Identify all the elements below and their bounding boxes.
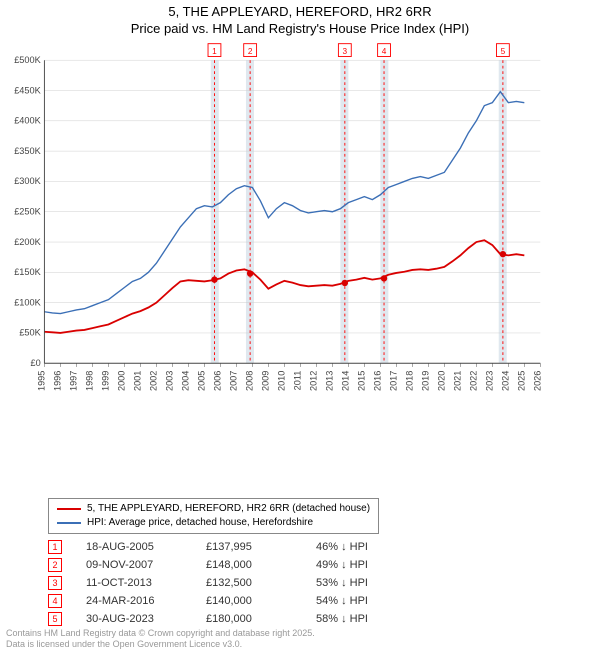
footer-line1: Contains HM Land Registry data © Crown c… <box>6 628 315 638</box>
row-price: £140,000 <box>206 595 316 607</box>
x-tick-label: 2010 <box>276 371 286 391</box>
x-tick-label: 2016 <box>372 371 382 391</box>
series-marker <box>247 270 253 276</box>
row-marker: 4 <box>48 594 62 608</box>
row-marker: 2 <box>48 558 62 572</box>
x-tick-label: 2022 <box>468 371 478 391</box>
table-row: 1 18-AUG-2005£137,99546% ↓ HPI <box>48 538 436 556</box>
x-tick-label: 2000 <box>116 371 126 391</box>
row-pct: 53% ↓ HPI <box>316 577 436 589</box>
y-tick-label: £150K <box>14 267 41 277</box>
flag-label: 5 <box>501 47 506 56</box>
x-tick-label: 2017 <box>388 371 398 391</box>
x-tick-label: 2006 <box>212 371 222 391</box>
x-tick-label: 2015 <box>356 371 366 391</box>
x-tick-label: 1997 <box>68 371 78 391</box>
row-pct: 54% ↓ HPI <box>316 595 436 607</box>
row-price: £148,000 <box>206 559 316 571</box>
row-date: 18-AUG-2005 <box>86 541 206 553</box>
x-tick-label: 1995 <box>36 371 46 391</box>
legend-item: 5, THE APPLEYARD, HEREFORD, HR2 6RR (det… <box>57 502 370 516</box>
y-tick-label: £350K <box>14 146 41 156</box>
table-row: 2 09-NOV-2007£148,00049% ↓ HPI <box>48 556 436 574</box>
footer-line2: Data is licensed under the Open Governme… <box>6 639 242 649</box>
legend-item: HPI: Average price, detached house, Here… <box>57 516 370 530</box>
price-chart: £0£50K£100K£150K£200K£250K£300K£350K£400… <box>48 50 588 430</box>
table-row: 3 11-OCT-2013£132,50053% ↓ HPI <box>48 574 436 592</box>
x-tick-label: 2011 <box>292 371 302 391</box>
x-tick-label: 1998 <box>84 371 94 391</box>
chart-svg: £0 £50K £100K £150K £200K £250K £300K £350K £400… <box>4 30 544 410</box>
row-pct: 46% ↓ HPI <box>316 541 436 553</box>
y-tick-label: £200K <box>14 237 41 247</box>
x-tick-label: 2026 <box>532 371 542 391</box>
y-tick-label: £450K <box>14 85 41 95</box>
legend-swatch <box>57 508 81 510</box>
x-tick-label: 2014 <box>340 371 350 391</box>
flag-label: 4 <box>382 47 387 56</box>
y-tick-label: £500K <box>14 55 41 65</box>
legend-label: HPI: Average price, detached house, Here… <box>87 516 313 530</box>
row-date: 24-MAR-2016 <box>86 595 206 607</box>
x-tick-label: 2002 <box>148 371 158 391</box>
row-pct: 49% ↓ HPI <box>316 559 436 571</box>
row-marker: 1 <box>48 540 62 554</box>
x-tick-label: 1999 <box>100 371 110 391</box>
y-tick-label: £400K <box>14 116 41 126</box>
x-tick-label: 2008 <box>244 371 254 391</box>
x-tick-label: 2020 <box>436 371 446 391</box>
row-price: £137,995 <box>206 541 316 553</box>
flag-label: 2 <box>248 47 253 56</box>
row-date: 11-OCT-2013 <box>86 577 206 589</box>
x-tick-label: 2005 <box>196 371 206 391</box>
y-tick-label: £0 <box>31 358 41 368</box>
legend-swatch <box>57 522 81 524</box>
series-marker <box>381 275 387 281</box>
row-pct: 58% ↓ HPI <box>316 613 436 625</box>
row-date: 30-AUG-2023 <box>86 613 206 625</box>
x-tick-label: 1996 <box>52 371 62 391</box>
series-marker <box>211 276 217 282</box>
x-tick-label: 2019 <box>420 371 430 391</box>
x-tick-label: 2021 <box>452 371 462 391</box>
x-tick-label: 2001 <box>132 371 142 391</box>
series-marker <box>500 251 506 257</box>
x-tick-label: 2018 <box>404 371 414 391</box>
row-price: £132,500 <box>206 577 316 589</box>
x-tick-label: 2009 <box>260 371 270 391</box>
legend-label: 5, THE APPLEYARD, HEREFORD, HR2 6RR (det… <box>87 502 370 516</box>
x-tick-label: 2004 <box>180 371 190 391</box>
y-tick-label: £50K <box>19 328 41 338</box>
x-tick-label: 2003 <box>164 371 174 391</box>
x-tick-label: 2023 <box>484 371 494 391</box>
flag-label: 1 <box>212 47 217 56</box>
row-price: £180,000 <box>206 613 316 625</box>
row-marker: 3 <box>48 576 62 590</box>
y-tick-label: £250K <box>14 206 41 216</box>
x-tick-label: 2024 <box>500 371 510 391</box>
x-tick-label: 2007 <box>228 371 238 391</box>
table-row: 4 24-MAR-2016£140,00054% ↓ HPI <box>48 592 436 610</box>
footer-attribution: Contains HM Land Registry data © Crown c… <box>6 628 315 650</box>
title-address: 5, THE APPLEYARD, HEREFORD, HR2 6RR <box>168 4 431 19</box>
series-marker <box>342 280 348 286</box>
x-tick-label: 2013 <box>324 371 334 391</box>
x-tick-label: 2025 <box>516 371 526 391</box>
legend: 5, THE APPLEYARD, HEREFORD, HR2 6RR (det… <box>48 498 379 534</box>
y-tick-label: £300K <box>14 176 41 186</box>
row-date: 09-NOV-2007 <box>86 559 206 571</box>
row-marker: 5 <box>48 612 62 626</box>
x-tick-label: 2012 <box>308 371 318 391</box>
flag-label: 3 <box>343 47 348 56</box>
y-tick-label: £100K <box>14 297 41 307</box>
table-row: 5 30-AUG-2023£180,00058% ↓ HPI <box>48 610 436 628</box>
sales-table: 1 18-AUG-2005£137,99546% ↓ HPI 2 09-NOV-200… <box>48 538 436 628</box>
